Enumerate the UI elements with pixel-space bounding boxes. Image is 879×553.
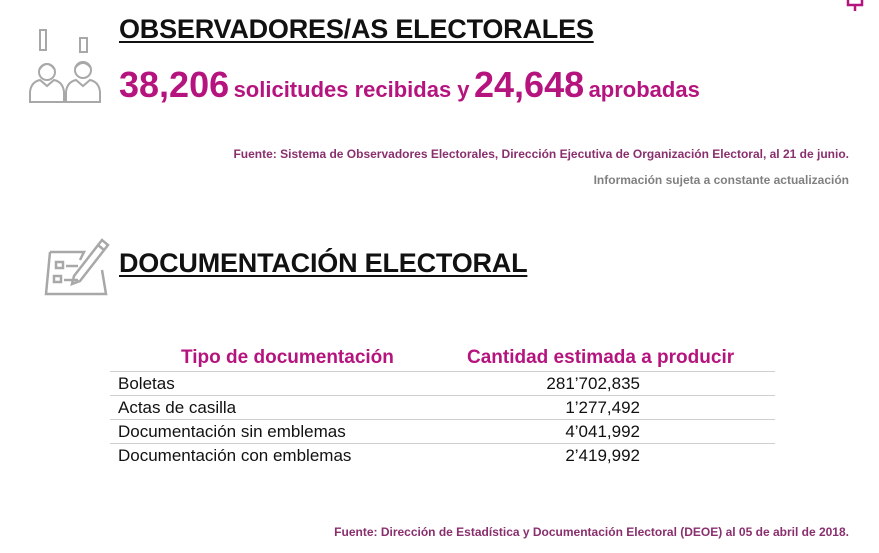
documentacion-source: Fuente: Dirección de Estadística y Docum… [334, 525, 849, 539]
update-note: Información sujeta a constante actualiza… [593, 173, 849, 187]
table-row: Documentación con emblemas 2’419,992 [110, 443, 775, 468]
row-label: Actas de casilla [118, 398, 237, 417]
row-label: Documentación con emblemas [118, 446, 352, 465]
documentacion-title: DOCUMENTACIÓN ELECTORAL [119, 248, 528, 278]
table-header-cantidad: Cantidad estimada a producir [467, 347, 735, 368]
ballot-checklist-pencil-icon [44, 238, 110, 296]
solicitudes-text: solicitudes recibidas y [233, 77, 470, 102]
aprobadas-text: aprobadas [588, 77, 700, 102]
table-row: Boletas 281’702,835 [110, 371, 775, 396]
observadores-headline: 38,206 solicitudes recibidas y 24,648 ap… [119, 64, 700, 106]
aprobadas-count: 24,648 [474, 64, 585, 105]
table-header-tipo: Tipo de documentación [181, 347, 394, 368]
observadores-title: OBSERVADORES/AS ELECTORALES [119, 14, 594, 44]
table-row: Documentación sin emblemas 4’041,992 [110, 419, 775, 444]
observadores-source: Fuente: Sistema de Observadores Electora… [233, 147, 849, 161]
solicitudes-count: 38,206 [119, 64, 230, 105]
table-row: Actas de casilla 1’277,492 [110, 395, 775, 420]
row-label: Documentación sin emblemas [118, 422, 346, 441]
row-value: 281’702,835 [546, 374, 640, 393]
row-value: 1’277,492 [565, 398, 640, 417]
row-value: 2’419,992 [565, 446, 640, 465]
two-observers-icon [29, 29, 101, 103]
row-value: 4’041,992 [565, 422, 640, 441]
corner-marker-icon [846, 0, 864, 11]
row-label: Boletas [118, 374, 175, 393]
